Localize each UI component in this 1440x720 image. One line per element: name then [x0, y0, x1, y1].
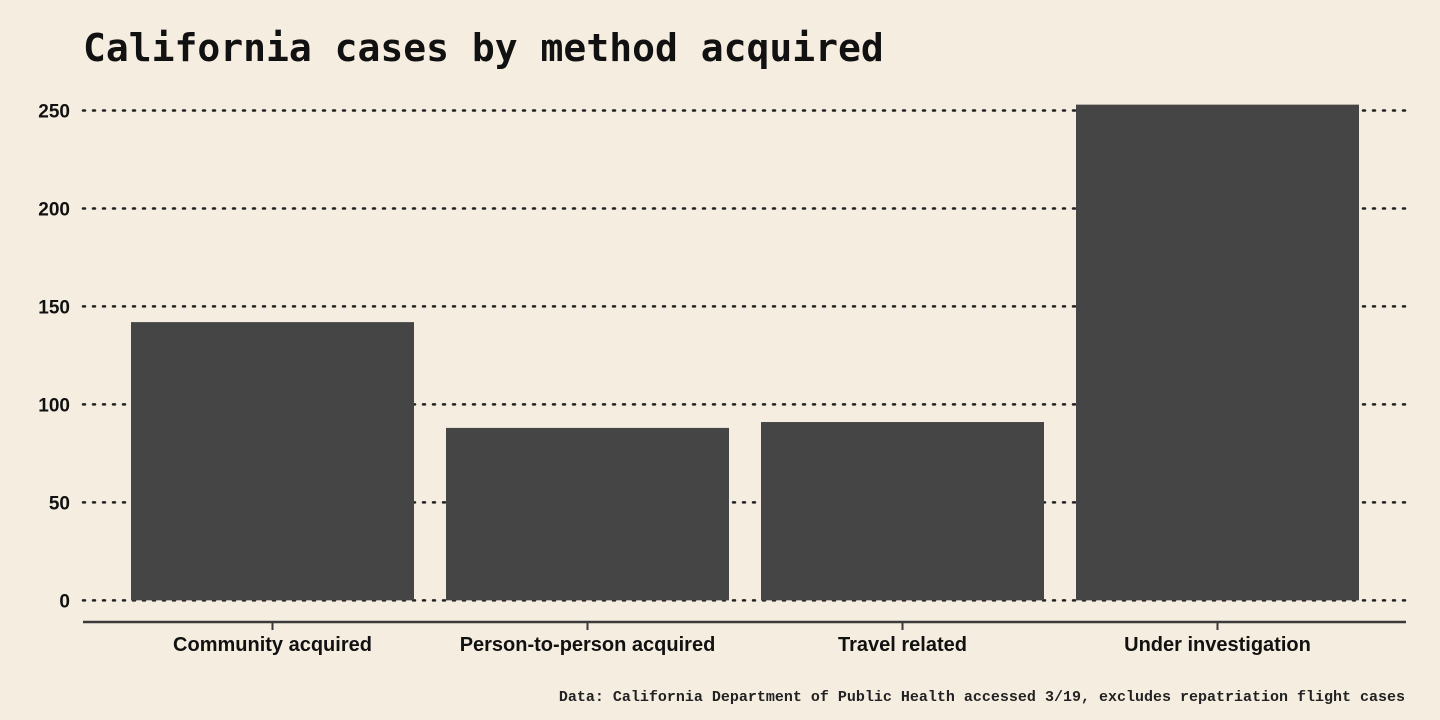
- x-tick-label: Person-to-person acquired: [460, 634, 716, 656]
- bar: [446, 427, 729, 601]
- y-tick-label: 100: [38, 395, 70, 416]
- x-axis-ticks: Community acquired Person-to-person acqui…: [173, 622, 1311, 656]
- bar: [1076, 104, 1359, 601]
- y-tick-label: 200: [38, 199, 70, 220]
- chart-caption: Data: California Department of Public He…: [559, 689, 1405, 706]
- x-tick-label: Travel related: [838, 634, 967, 656]
- x-tick-label: Under investigation: [1124, 634, 1311, 656]
- y-tick-label: 50: [49, 493, 70, 514]
- y-tick-label: 250: [38, 102, 70, 123]
- bars: [131, 104, 1359, 601]
- bar: [761, 422, 1044, 601]
- y-tick-label: 150: [38, 297, 70, 318]
- x-tick-label: Community acquired: [173, 634, 372, 656]
- y-tick-label: 0: [59, 591, 70, 612]
- chart-title: California cases by method acquired: [83, 26, 884, 70]
- y-axis-ticks: 0 50 100 150 200 250: [38, 102, 70, 613]
- bar: [131, 322, 414, 601]
